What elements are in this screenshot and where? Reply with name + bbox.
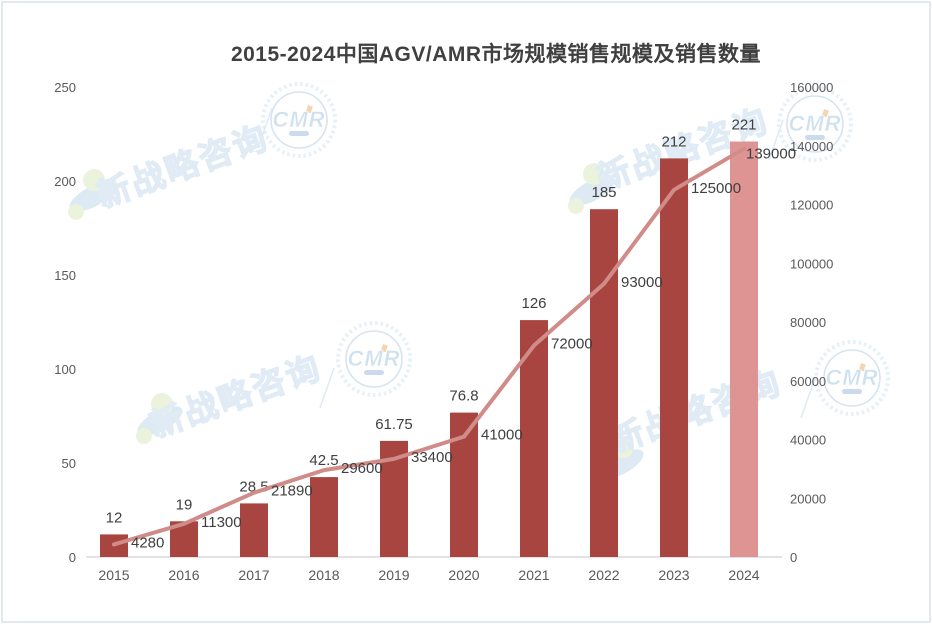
x-axis-label: 2015: [98, 567, 129, 583]
line-value-label: 41000: [481, 427, 523, 444]
bar-value-label: 76.8: [449, 388, 478, 405]
x-axis-label: 2018: [308, 567, 339, 583]
right-axis-tick: 40000: [790, 433, 826, 448]
bar-value-label: 185: [591, 184, 616, 201]
x-axis-label: 2016: [168, 567, 199, 583]
bar-2024: [730, 141, 758, 557]
x-axis-label: 2023: [658, 567, 689, 583]
bar-value-label: 126: [521, 295, 546, 312]
x-axis-label: 2017: [238, 567, 269, 583]
right-axis-tick: 20000: [790, 491, 826, 506]
line-value-label: 29600: [341, 460, 383, 477]
line-value-label: 21890: [271, 483, 313, 500]
line-value-label: 125000: [691, 180, 741, 197]
left-axis-tick: 0: [69, 550, 76, 565]
left-axis-tick: 100: [54, 362, 76, 377]
bar-value-label: 61.75: [375, 416, 413, 433]
bar-value-label: 212: [661, 133, 686, 150]
line-value-label: 33400: [411, 449, 453, 466]
left-axis-tick: 200: [54, 174, 76, 189]
line-value-label: 4280: [131, 534, 164, 551]
line-value-label: 93000: [621, 274, 663, 291]
right-axis-tick: 0: [790, 550, 797, 565]
x-axis-label: 2019: [378, 567, 409, 583]
x-axis-label: 2020: [448, 567, 479, 583]
left-axis-tick: 50: [62, 456, 76, 471]
right-axis-tick: 140000: [790, 139, 833, 154]
chart-title: 2015-2024中国AGV/AMR市场规模销售规模及销售数量: [230, 43, 762, 66]
right-axis-tick: 100000: [790, 256, 833, 271]
left-axis-tick: 150: [54, 268, 76, 283]
line-value-label: 139000: [746, 146, 796, 163]
x-axis-label: 2024: [728, 567, 759, 583]
bar-value-label: 12: [106, 509, 123, 526]
right-axis-tick: 160000: [790, 80, 833, 95]
right-axis-tick: 120000: [790, 198, 833, 213]
bar-2023: [660, 158, 688, 557]
bar-value-label: 221: [731, 117, 756, 134]
x-axis-label: 2022: [588, 567, 619, 583]
x-axis-label: 2021: [518, 567, 549, 583]
bar-2018: [310, 477, 338, 557]
bar-value-label: 19: [176, 496, 193, 513]
bar-2017: [240, 503, 268, 557]
line-series: [112, 146, 746, 547]
bar-value-label: 42.5: [309, 452, 338, 469]
right-axis-tick: 80000: [790, 315, 826, 330]
left-axis-tick: 250: [54, 80, 76, 95]
line-value-label: 11300: [201, 514, 242, 531]
bar-2022: [590, 209, 618, 557]
line-value-label: 72000: [551, 336, 593, 353]
right-axis-tick: 60000: [790, 374, 826, 389]
